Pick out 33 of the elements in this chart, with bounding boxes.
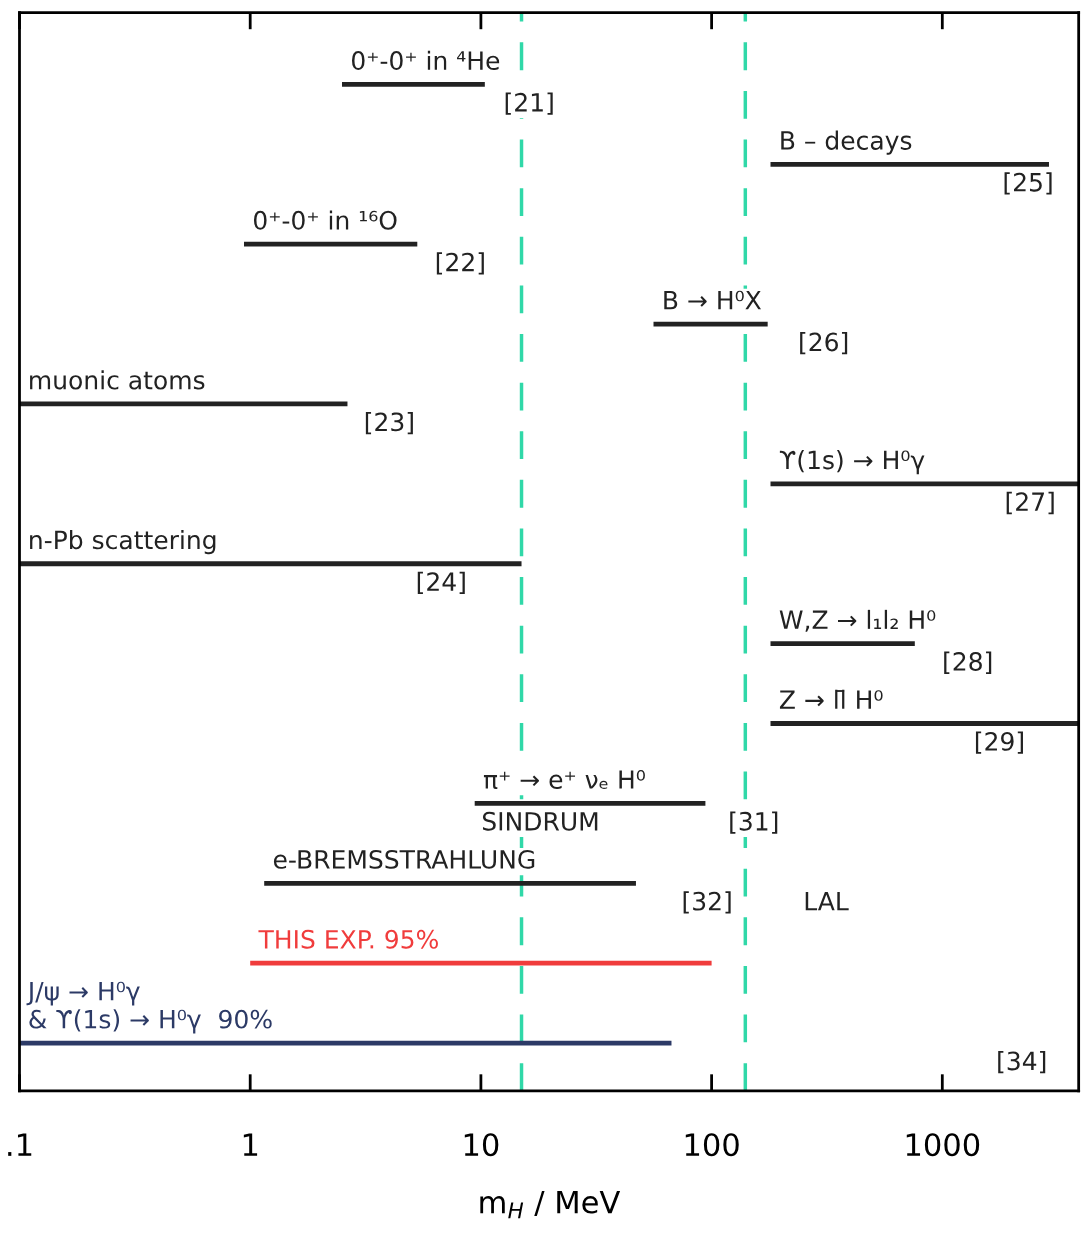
x-tick-label: 10 [464, 1133, 499, 1157]
annotation: n-Pb scattering [30, 529, 216, 555]
annotation: LAL [805, 892, 849, 911]
annotation: B → H⁰X [664, 290, 761, 310]
x-tick-label: 100 [685, 1133, 739, 1157]
annotation: THIS EXP. 95% [258, 929, 438, 949]
annotation: [21] [505, 92, 553, 115]
annotation: 0⁺-0⁺ in ¹⁶O [253, 210, 397, 230]
annotation: [25] [1004, 172, 1052, 195]
annotation: muonic atoms [30, 370, 205, 390]
annotation: SINDRUM [482, 811, 598, 831]
annotation: [32] [683, 891, 731, 914]
annotation: π⁺ → e⁺ νₑ H⁰ [483, 770, 645, 790]
annotation: [29] [975, 731, 1023, 754]
x-axis-title: m$_{H}$ / MeV [480, 1190, 621, 1219]
annotation: [27] [1006, 491, 1054, 515]
annotation: e-BREMSSTRAHLUNG [273, 849, 535, 869]
annotation: [34] [998, 1051, 1046, 1074]
annotation: [22] [436, 252, 484, 275]
annotation: 0⁺-0⁺ in ⁴He [351, 50, 500, 71]
annotation: B – decays [781, 130, 912, 155]
annotation: [26] [800, 332, 848, 355]
annotation: [31] [730, 811, 778, 834]
annotation: [28] [944, 651, 992, 674]
x-tick-label: .1 [8, 1133, 32, 1156]
annotation: Z → ll̄ H⁰ [779, 689, 883, 709]
annotation: [24] [417, 571, 465, 595]
annotation: W,Z → l₁l₂ H⁰ [779, 609, 936, 632]
annotation: [23] [365, 411, 413, 435]
x-tick-label: 1000 [906, 1133, 980, 1157]
x-tick-label: 1 [243, 1133, 258, 1156]
annotation: ϒ(1s) → H⁰γ [779, 450, 925, 475]
annotation: J/ψ → H⁰γ & ϒ(1s) → H⁰γ 90% [26, 981, 272, 1034]
